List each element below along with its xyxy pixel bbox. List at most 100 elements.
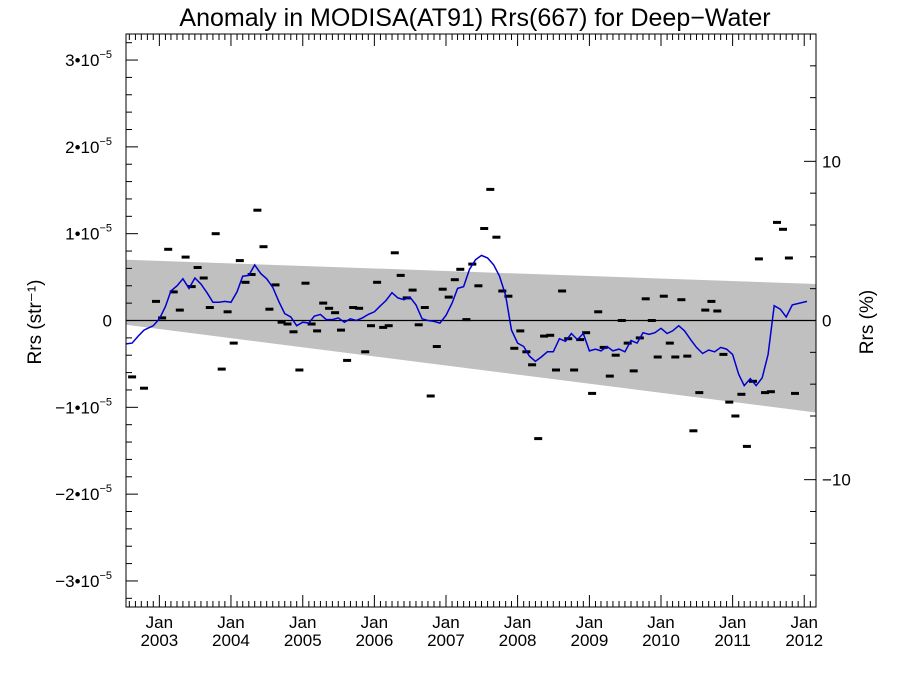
x-tick-label-year: 2010 <box>642 631 680 650</box>
axes: 3•10−5 2•10−5 1•10−5 0 −1•10−5 −2•10−5 −3•10−5… <box>55 33 851 650</box>
data-point <box>773 220 781 224</box>
data-point <box>677 298 686 302</box>
data-point <box>337 328 345 332</box>
data-point <box>779 227 787 231</box>
y-tick-label-left: 2•10−5 <box>65 136 112 157</box>
x-tick-label-year: 2007 <box>427 631 465 650</box>
data-point <box>193 266 202 269</box>
x-tick-label-month: Jan <box>504 613 531 632</box>
data-point <box>617 319 626 322</box>
y-tick-label-left: −1•10−5 <box>55 396 112 417</box>
data-point <box>361 350 370 354</box>
data-point <box>384 324 393 328</box>
data-point <box>599 345 608 349</box>
data-point <box>695 391 704 395</box>
data-point <box>611 353 620 357</box>
data-point <box>259 245 268 249</box>
data-point <box>181 255 190 259</box>
x-tick-label-year: 2012 <box>785 631 823 650</box>
data-point <box>462 318 471 322</box>
data-point <box>295 368 304 372</box>
data-point <box>623 341 632 345</box>
y-tick-label-left: −3•10−5 <box>55 570 112 591</box>
data-point <box>253 208 262 212</box>
data-point <box>707 299 716 303</box>
data-point <box>671 355 680 359</box>
data-point <box>486 187 495 191</box>
y-tick-label-left: −2•10−5 <box>55 483 112 504</box>
data-point <box>719 352 728 356</box>
data-point <box>605 374 614 378</box>
data-point <box>420 306 429 309</box>
data-point <box>283 322 292 326</box>
x-tick-label-month: Jan <box>289 613 316 632</box>
x-tick-label-year: 2005 <box>284 631 322 650</box>
data-point <box>164 247 173 251</box>
data-point <box>175 308 184 312</box>
y-tick-label-left: 1•10−5 <box>65 223 112 244</box>
y-tick-label-right: 0 <box>822 312 831 331</box>
data-point <box>582 331 591 335</box>
plot-area <box>126 187 816 448</box>
data-point <box>480 227 489 230</box>
data-point <box>713 309 722 313</box>
data-point <box>534 437 543 441</box>
data-point <box>761 391 769 395</box>
data-point <box>629 369 638 373</box>
x-tick-label-year: 2009 <box>570 631 608 650</box>
data-point <box>725 400 734 404</box>
data-point <box>235 259 244 263</box>
data-point <box>516 329 525 333</box>
data-point <box>576 338 585 342</box>
data-point <box>737 392 746 396</box>
data-point <box>319 301 328 305</box>
data-point <box>301 281 310 285</box>
data-point <box>211 232 220 236</box>
x-tick-label-month: Jan <box>217 613 244 632</box>
data-point <box>414 323 423 327</box>
x-tick-label-month: Jan <box>576 613 603 632</box>
data-point <box>510 346 519 350</box>
data-point <box>373 280 382 284</box>
data-point <box>289 330 298 334</box>
data-point <box>152 299 160 303</box>
data-point <box>140 386 148 390</box>
x-tick-label-year: 2008 <box>499 631 537 650</box>
data-point <box>588 391 597 395</box>
data-point <box>355 306 364 310</box>
data-point <box>570 368 579 372</box>
data-point <box>653 355 662 359</box>
data-point <box>641 297 650 301</box>
data-point <box>552 368 560 372</box>
data-point <box>265 307 274 311</box>
data-point <box>277 320 286 324</box>
data-point <box>647 319 656 322</box>
data-point <box>456 267 465 271</box>
data-point <box>241 280 250 284</box>
data-point <box>169 290 178 294</box>
data-point <box>379 325 388 329</box>
x-tick-label-month: Jan <box>647 613 674 632</box>
data-point <box>689 429 698 433</box>
y-axis-label-left: Rrs (str⁻¹) <box>25 280 46 365</box>
y-tick-label-right: −10 <box>822 471 851 490</box>
data-point <box>731 414 740 418</box>
data-point <box>492 235 501 239</box>
data-point <box>444 295 453 299</box>
data-point <box>426 394 435 398</box>
chart-title: Anomaly in MODISA(AT91) Rrs(667) for Dee… <box>179 4 770 32</box>
x-tick-label-month: Jan <box>791 613 818 632</box>
x-tick-label-year: 2003 <box>140 631 178 650</box>
data-point <box>313 329 322 333</box>
data-point <box>396 273 405 277</box>
data-point <box>438 287 447 291</box>
data-point <box>128 375 137 379</box>
data-point <box>701 308 710 312</box>
data-point <box>791 391 799 395</box>
data-point <box>217 367 226 371</box>
data-point <box>784 256 793 260</box>
y-tick-label-right: 10 <box>822 152 841 171</box>
data-point <box>546 333 555 337</box>
smoothed-anomaly-line <box>126 254 808 387</box>
